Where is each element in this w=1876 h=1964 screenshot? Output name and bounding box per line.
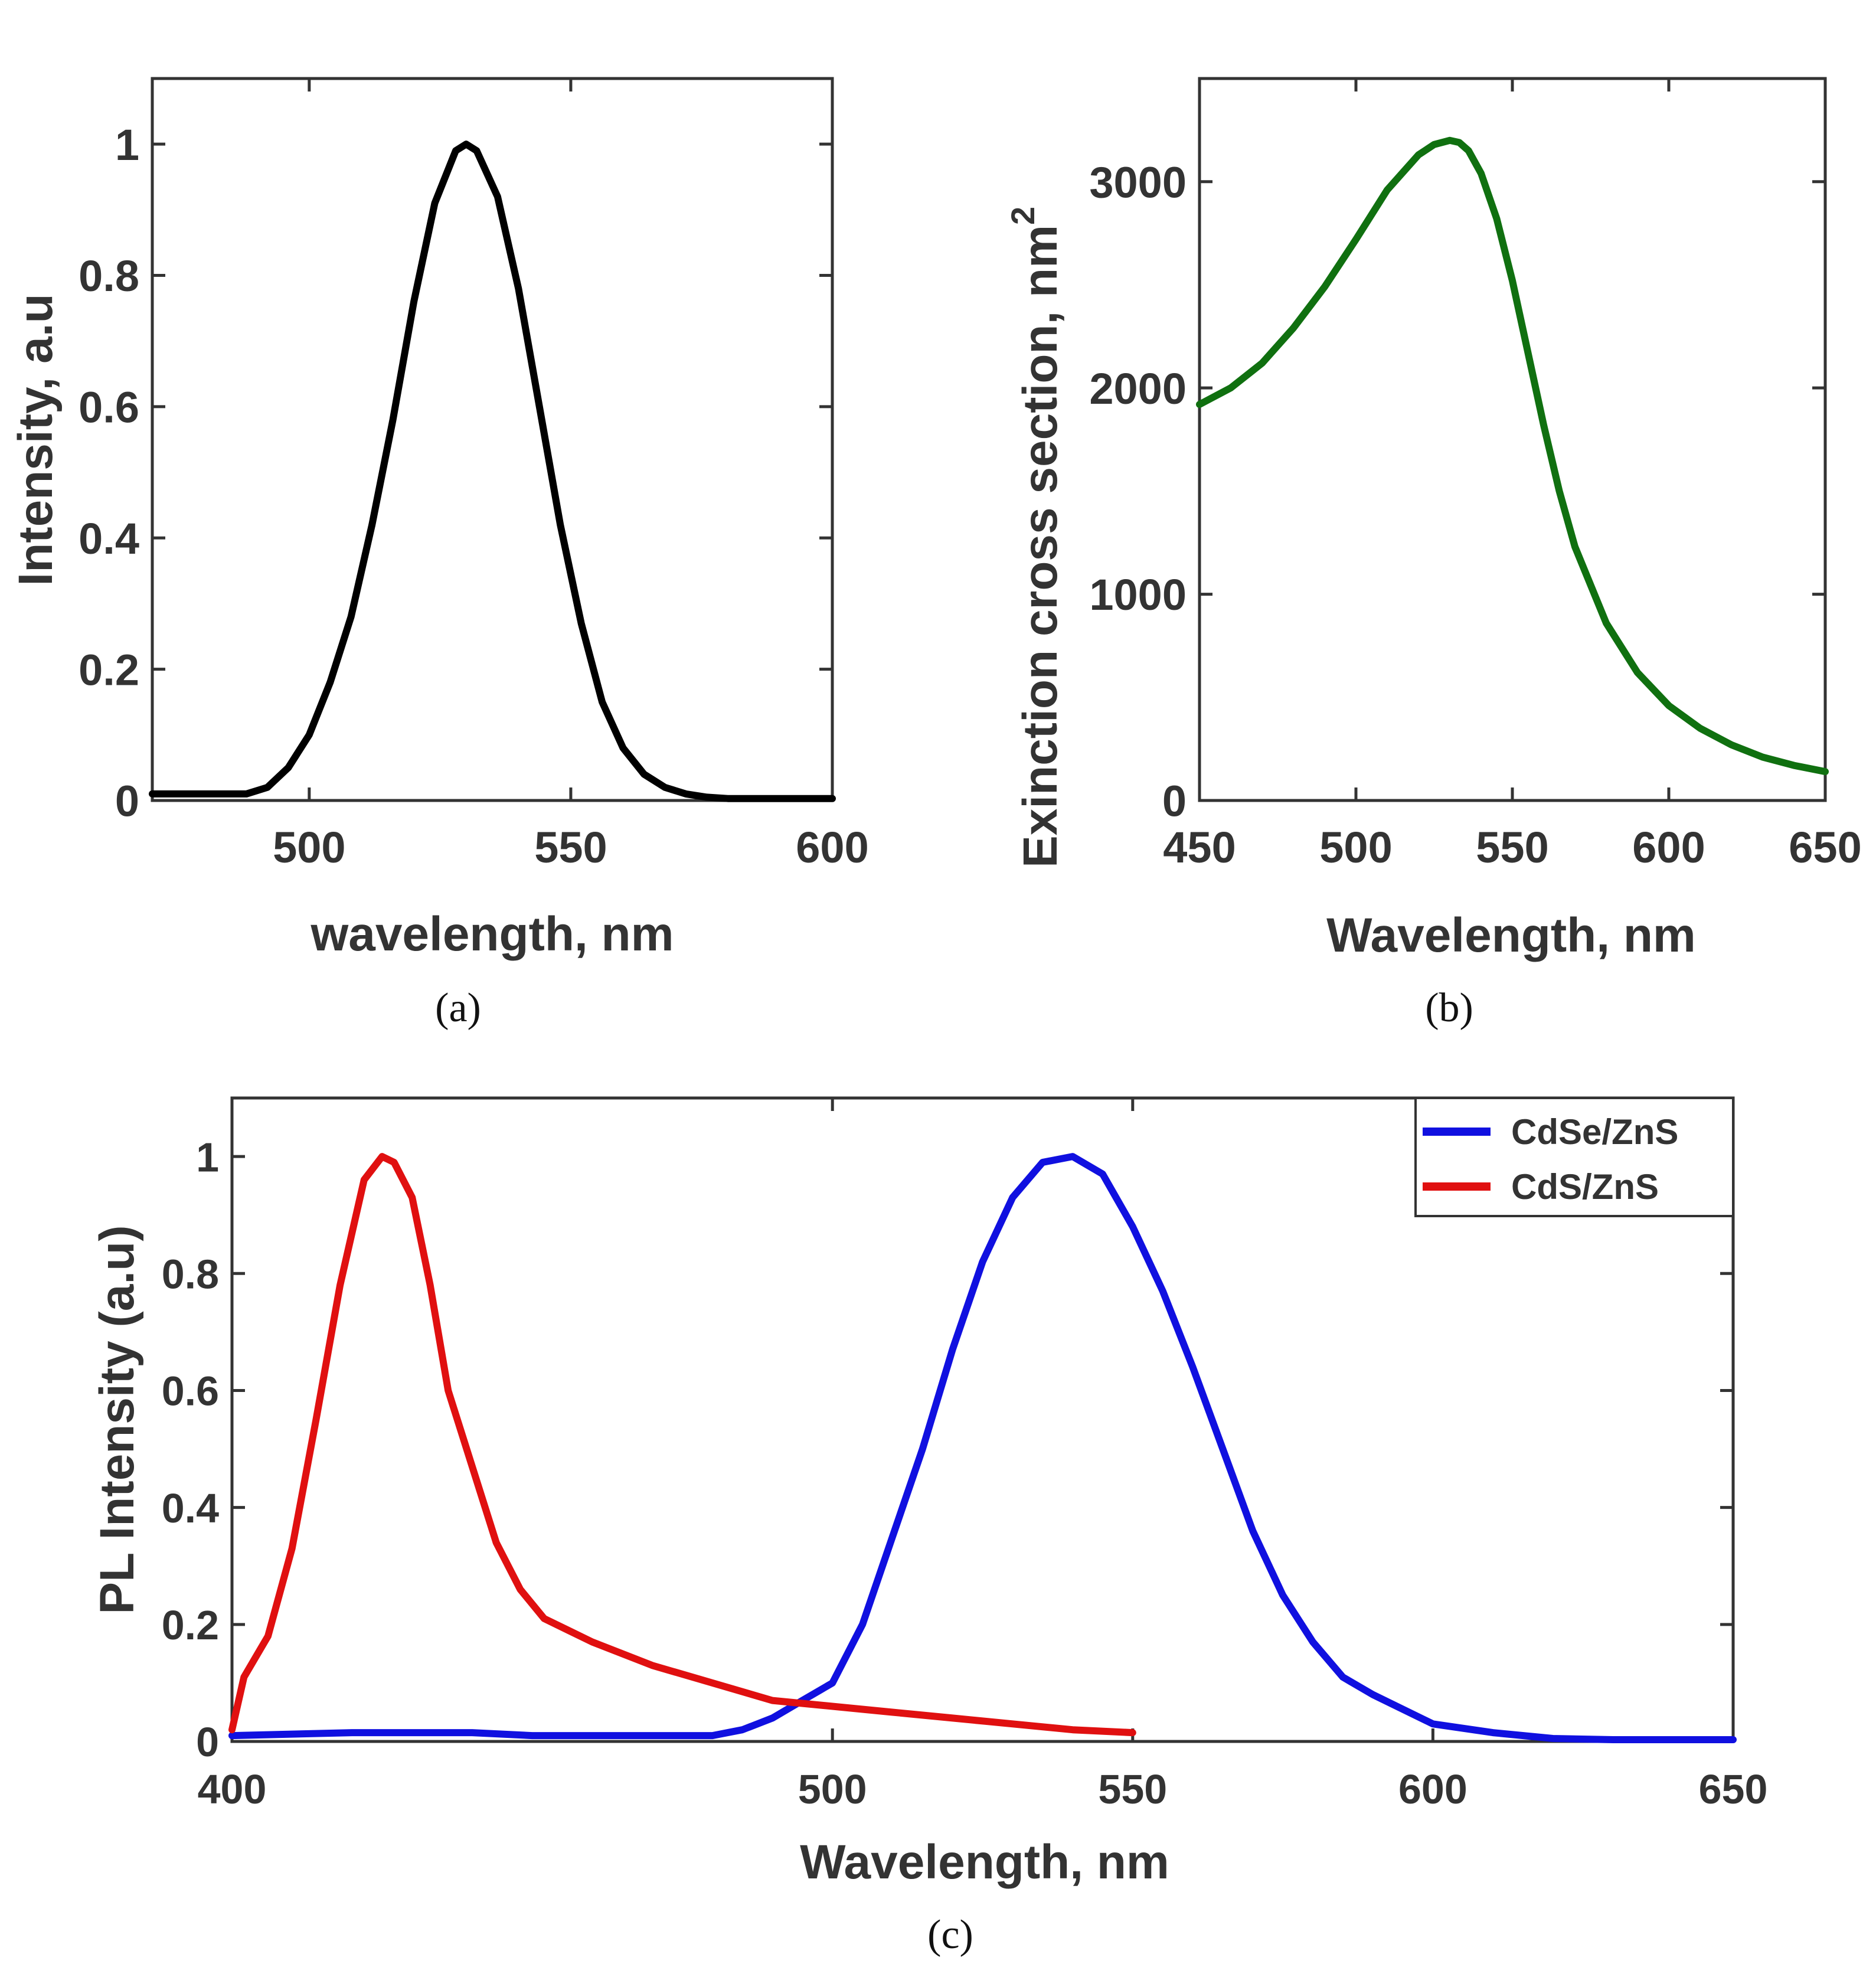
plot-c-ytick-label: 0.8 bbox=[162, 1251, 219, 1297]
plot-b-ytick-label: 2000 bbox=[1089, 364, 1187, 413]
plot-a-ticks bbox=[152, 79, 834, 802]
plot-a-caption: (a) bbox=[435, 985, 481, 1031]
plot-a-ytick-label: 0 bbox=[115, 777, 139, 826]
plot-b-ticks bbox=[1198, 79, 1827, 802]
panel-c: 400 500 550 600 650 0 0.2 0.4 0.6 0.8 1 Wavelengt… bbox=[90, 1096, 1768, 1958]
plot-c-xtick-label: 600 bbox=[1398, 1766, 1468, 1812]
plot-a-ytick-label: 0.2 bbox=[79, 645, 139, 694]
panel-a: 500 550 600 00.20.40.60.81 wavelength, nm … bbox=[9, 77, 869, 1031]
plot-b-frame bbox=[1198, 77, 1827, 802]
legend-box bbox=[1414, 1097, 1734, 1217]
plot-c-series-cdse-zns bbox=[228, 1153, 1737, 1743]
panel-b: 450 500 550 600 650 0 1000 2000 3000 Wavelength… bbox=[1004, 77, 1862, 1031]
plot-a-series-emission bbox=[149, 140, 836, 802]
plot-b-series-extinction bbox=[1196, 136, 1829, 776]
plot-a-xlabel: wavelength, nm bbox=[310, 907, 674, 961]
plot-b-ylabel: Exinction cross section, nm2 bbox=[1004, 207, 1067, 868]
plot-c-frame bbox=[230, 1096, 1735, 1743]
plot-b-series-layer bbox=[1196, 136, 1829, 776]
plot-a-xtick-labels: 500 550 600 bbox=[273, 823, 869, 872]
plot-c-xtick-label: 650 bbox=[1699, 1766, 1768, 1812]
plot-b-xtick-label: 500 bbox=[1319, 823, 1392, 872]
plot-b-xlabel: Wavelength, nm bbox=[1326, 909, 1696, 962]
plot-c-series-cds-zns bbox=[228, 1153, 1136, 1737]
plot-c-ytick-label: 0.6 bbox=[162, 1368, 219, 1414]
plot-c-xlabel: Wavelength, nm bbox=[800, 1835, 1169, 1889]
plot-b-ytick-label: 3000 bbox=[1089, 158, 1187, 207]
plot-b-ytick-label: 1000 bbox=[1089, 570, 1187, 619]
plot-a-ytick-label: 0.8 bbox=[79, 251, 139, 300]
plot-a-ytick-labels: 0 0.2 0.4 0.6 0.8 1 bbox=[79, 120, 139, 826]
plot-b-ytick-labels: 0 1000 2000 3000 bbox=[1089, 158, 1187, 825]
plot-a-xtick-label: 500 bbox=[273, 823, 345, 872]
plot-c-legend: CdSe/ZnS CdS/ZnS bbox=[1414, 1097, 1734, 1217]
plot-b-ylabel-main: Exinction cross section, nm bbox=[1014, 225, 1067, 868]
plot-c-xtick-label: 400 bbox=[198, 1766, 267, 1812]
plot-c-xtick-label: 550 bbox=[1098, 1766, 1167, 1812]
plot-c-ytick-labels: 0 0.2 0.4 0.6 0.8 1 bbox=[162, 1134, 219, 1765]
plot-c-caption: (c) bbox=[927, 1912, 973, 1958]
plot-a-ytick-label: 1 bbox=[115, 120, 139, 169]
plot-a-ylabel: Intensity, a.u bbox=[9, 293, 63, 586]
plot-c-ytick-label: 0.2 bbox=[162, 1602, 219, 1648]
plot-c-ytick-label: 1 bbox=[196, 1134, 219, 1180]
plot-a-xtick-label: 550 bbox=[534, 823, 607, 872]
plot-c-series-layer bbox=[228, 1153, 1737, 1743]
plot-c-ytick-label: 0 bbox=[196, 1719, 219, 1765]
plot-b-caption: (b) bbox=[1425, 985, 1473, 1031]
plot-c-xtick-labels: 400 500 550 600 650 bbox=[198, 1766, 1768, 1812]
plot-b-xtick-label: 550 bbox=[1476, 823, 1548, 872]
plot-b-xtick-label: 650 bbox=[1789, 823, 1861, 872]
plot-a-series-layer bbox=[149, 140, 836, 802]
plot-c-ytick-label: 0.4 bbox=[162, 1485, 219, 1531]
plot-c-ylabel: PL Intensity (a.u) bbox=[90, 1225, 144, 1614]
plot-a-ytick-label: 0.4 bbox=[79, 514, 139, 563]
plot-b-ytick-label: 0 bbox=[1162, 777, 1187, 826]
plot-b-xtick-label: 450 bbox=[1163, 823, 1236, 872]
legend-label-cdse-zns: CdSe/ZnS bbox=[1511, 1112, 1678, 1152]
plot-b-xtick-label: 600 bbox=[1632, 823, 1705, 872]
plot-a-xtick-label: 600 bbox=[796, 823, 868, 872]
plot-b-xtick-labels: 450 500 550 600 650 bbox=[1163, 823, 1861, 872]
plot-b-ylabel-superscript: 2 bbox=[1004, 207, 1041, 225]
plot-c-xtick-label: 500 bbox=[798, 1766, 867, 1812]
legend-label-cds-zns: CdS/ZnS bbox=[1511, 1167, 1659, 1207]
plot-a-frame bbox=[151, 77, 834, 802]
plot-a-ytick-label: 0.6 bbox=[79, 383, 139, 432]
